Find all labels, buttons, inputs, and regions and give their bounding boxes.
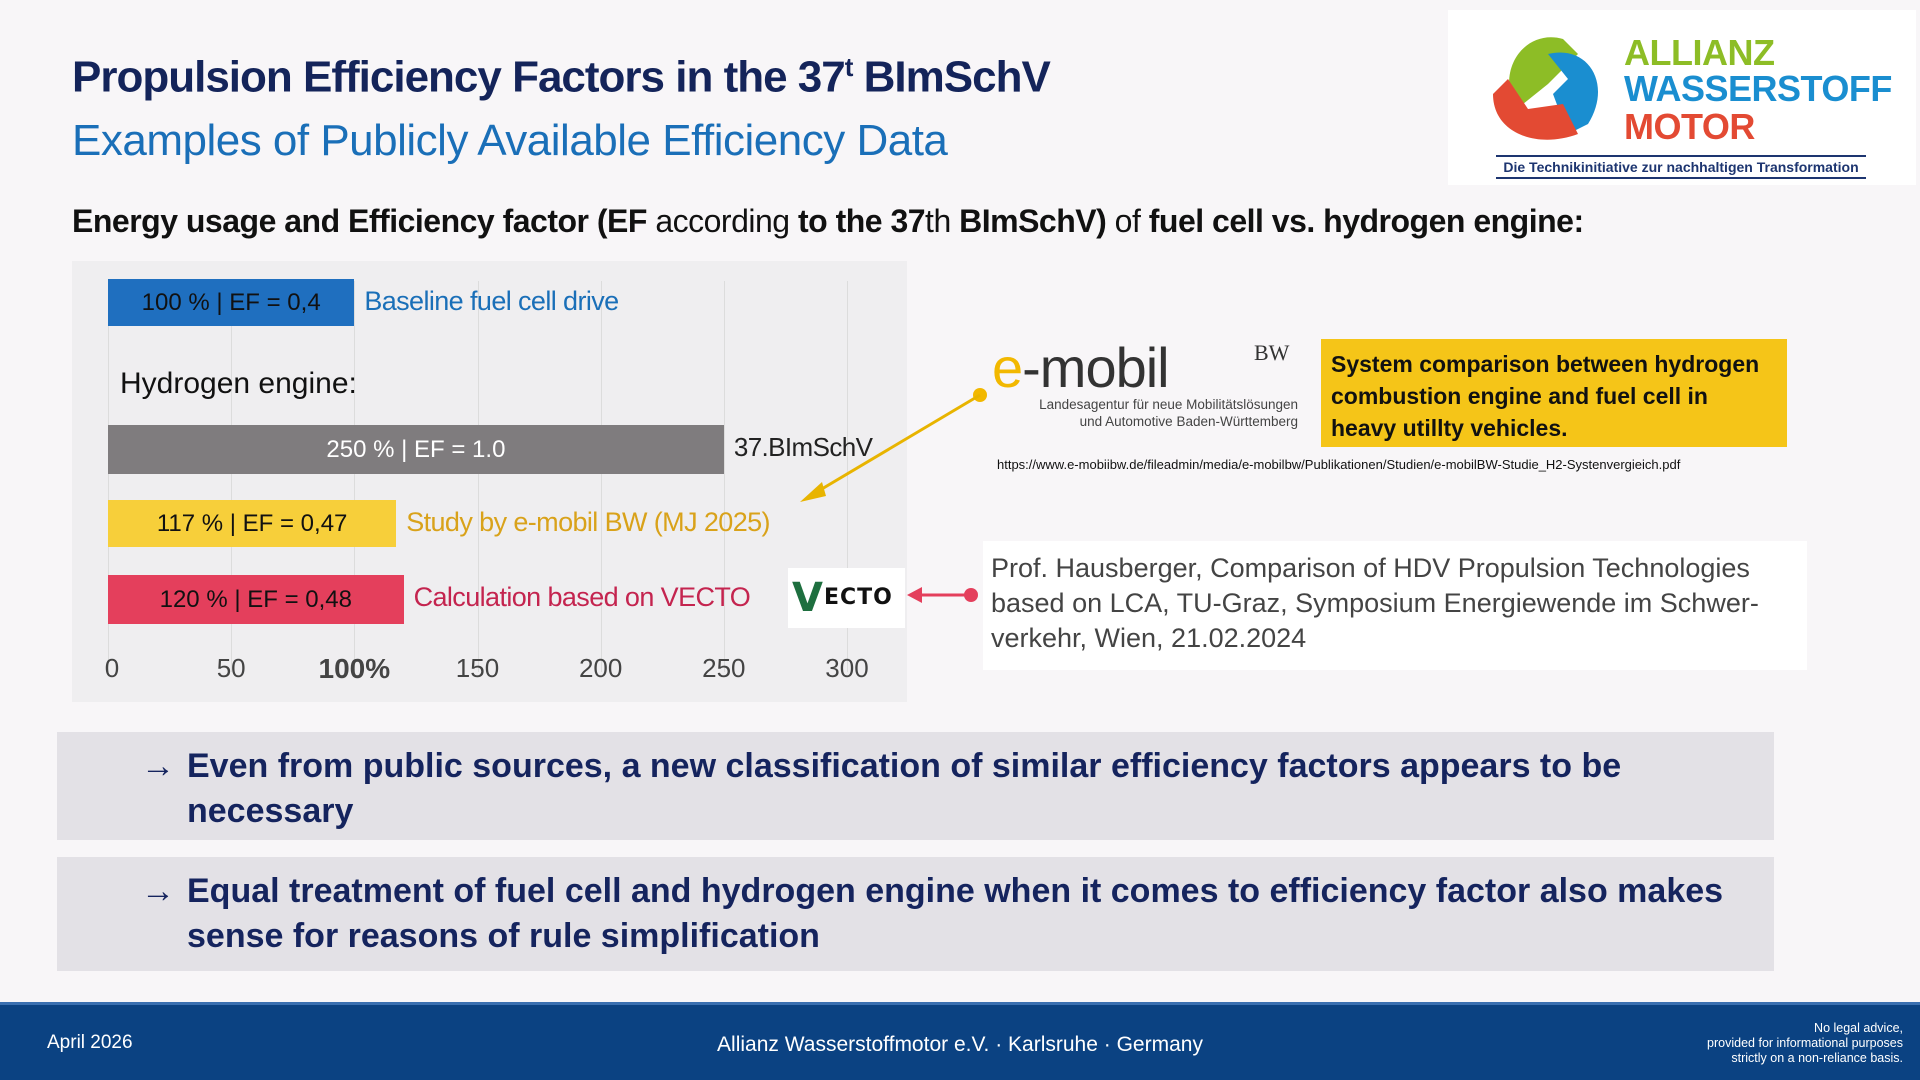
slide-title: Propulsion Efficiency Factors in the 37t… [72, 52, 1051, 103]
x-tick-label: 150 [455, 653, 500, 683]
conclusion-text: Even from public sources, a new classifi… [187, 747, 1622, 830]
emobil-sub2: und Automotive Baden-Württemberg [1079, 414, 1298, 429]
study-title-box: System comparison between hydrogen combu… [1321, 339, 1787, 447]
group-label-hydrogen-engine: Hydrogen engine: [120, 367, 357, 400]
footer: April 2026 Allianz Wasserstoffmotor e.V.… [0, 1002, 1920, 1080]
x-tick-label: 200 [578, 653, 623, 683]
disclaimer-line: No legal advice, [1814, 1021, 1903, 1035]
gridline [231, 281, 233, 672]
h-part: according [655, 203, 790, 239]
logo-word-allianz: ALLIANZ [1624, 32, 1775, 73]
section-heading: Energy usage and Efficiency factor (EF a… [72, 203, 1584, 240]
disclaimer-line: strictly on a non-reliance basis. [1731, 1051, 1903, 1065]
x-tick-label: 100% [318, 653, 391, 684]
gridline [354, 281, 356, 672]
bar-annotation-2: Study by e-mobil BW (MJ 2025) [406, 507, 770, 537]
footer-date: April 2026 [47, 1032, 133, 1053]
h-part: Energy usage and Efficiency factor (EF [72, 203, 647, 239]
slide-subtitle: Examples of Publicly Available Efficienc… [72, 116, 948, 165]
title-text: Propulsion Efficiency Factors in the 37 [72, 52, 846, 102]
gridline [723, 281, 725, 672]
bar-1: 250 % | EF = 1.0 [108, 425, 724, 474]
arrow-right-icon: → [141, 747, 175, 785]
emobil-wordmark: e-mobil [992, 340, 1298, 396]
footer-organization: Allianz Wasserstoffmotor e.V. · Karlsruh… [717, 1033, 1203, 1056]
bar-3: 120 % | EF = 0,48 [108, 575, 404, 624]
x-tick-label: 0 [104, 653, 120, 683]
conclusion-banner-1: → Even from public sources, a new classif… [57, 732, 1774, 840]
title-superscript: t [844, 52, 854, 82]
vecto-v-icon: V [792, 575, 823, 621]
emobil-rest: -mobil [1022, 336, 1169, 399]
gridline [477, 281, 479, 672]
h-part: to the 37 [797, 203, 926, 239]
logo-word-motor: MOTOR [1624, 106, 1755, 147]
vecto-arrow-icon [907, 587, 978, 603]
vecto-text: ECTO [823, 585, 893, 610]
h-part: BImSchV) [959, 203, 1107, 239]
gridline [600, 281, 602, 672]
study-url-link[interactable]: https://www.e-mobiibw.de/fileadmin/media… [997, 457, 1681, 472]
emobil-bw: BW [1254, 340, 1290, 365]
prof-source-box: Prof. Hausberger, Comparison of HDV Prop… [983, 541, 1807, 670]
gridline [108, 281, 109, 672]
conclusion-banner-2: → Equal treatment of fuel cell and hydrog… [57, 857, 1774, 971]
logo-mark-icon [1493, 37, 1599, 140]
h-part: fuel cell vs. hydrogen engine: [1148, 203, 1584, 239]
allianz-logo: ALLIANZ WASSERSTOFF MOTOR Die Technikini… [1448, 10, 1916, 185]
emobil-bw-logo: e-mobil BW Landesagentur für neue Mobili… [992, 340, 1298, 432]
bar-annotation-3: Calculation based on VECTO [413, 582, 751, 612]
disclaimer-line: provided for informational purposes [1707, 1036, 1903, 1050]
efficiency-bar-chart: Hydrogen engine: 0 50 100% 150 200 250 300 100 … [72, 261, 907, 702]
x-tick-label: 50 [216, 653, 246, 683]
bar-annotation-0: Baseline fuel cell drive [364, 286, 619, 316]
x-tick-label: 250 [702, 653, 746, 683]
footer-disclaimer: No legal advice, provided for information… [1707, 1021, 1903, 1066]
x-tick-label: 300 [825, 653, 869, 683]
arrow-right-icon: → [141, 872, 175, 910]
bar-2: 117 % | EF = 0,47 [108, 500, 397, 547]
title-end: BImSchV [863, 52, 1051, 102]
emobil-e: e [992, 336, 1023, 399]
bar-0: 100 % | EF = 0,4 [108, 279, 355, 326]
logo-tagline: Die Technikinitiative zur nachhaltigen T… [1496, 155, 1866, 179]
h-part: th [925, 203, 951, 239]
bar-annotation-1: 37.BImSchV [733, 432, 873, 462]
emobil-sub1: Landesagentur für neue Mobilitätslösunge… [1039, 397, 1298, 412]
vecto-logo: V ECTO [788, 568, 905, 628]
logo-word-wasserstoff: WASSERSTOFF [1624, 68, 1892, 109]
conclusion-text: Equal treatment of fuel cell and hydroge… [187, 872, 1724, 955]
h-part: of [1114, 203, 1141, 239]
